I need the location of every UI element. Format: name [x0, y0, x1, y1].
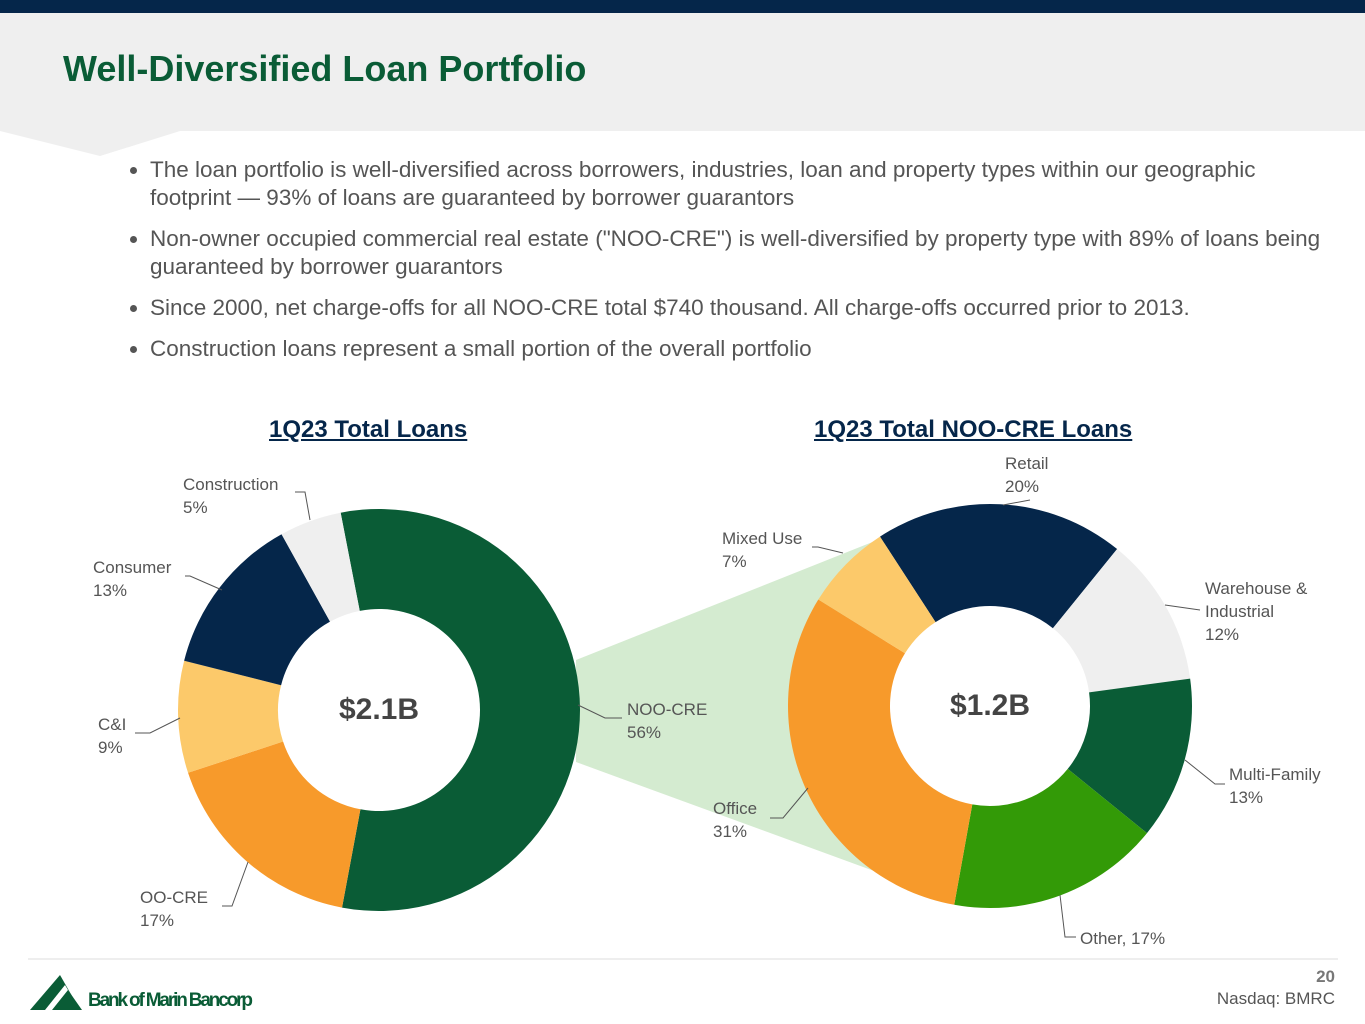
bullet: Since 2000, net charge-offs for all NOO-…: [150, 294, 1340, 322]
top-bar: [0, 0, 1365, 13]
value-label: 13%: [93, 581, 128, 600]
center-label: $1.2B: [949, 689, 1031, 722]
donut-slice: [178, 660, 284, 773]
company-name: Bank of Marin Bancorp: [88, 990, 253, 1011]
chart-title: 1Q23 Total NOO-CRE Loans: [814, 416, 1133, 443]
donut-slice: [281, 512, 360, 622]
center-label: $2.1B: [338, 693, 420, 726]
leader-line: [295, 491, 311, 521]
value-label: 31%: [713, 822, 748, 841]
data-label: Retail 20%: [1005, 452, 1048, 498]
value-label: 56%: [627, 723, 662, 742]
value-label: 13%: [1229, 788, 1264, 807]
leader-line: [812, 546, 844, 554]
category-label: Consumer: [93, 558, 172, 577]
category-label: Office: [713, 799, 758, 818]
leader-line: [185, 575, 223, 591]
data-label: Other, 17%: [1080, 927, 1165, 950]
value-label: 5%: [183, 498, 208, 517]
category-label: Retail: [1005, 454, 1049, 473]
leader-line: [1184, 759, 1225, 785]
data-label: Warehouse & Industrial 12%: [1205, 577, 1335, 646]
header-band: [0, 13, 1365, 131]
category-label: C&I: [98, 715, 127, 734]
bullet: The loan portfolio is well-diversified a…: [150, 156, 1340, 212]
value-label: 9%: [98, 738, 123, 757]
data-label: Office 31%: [713, 797, 757, 843]
data-label: NOO-CRE 56%: [627, 698, 707, 744]
donut-slice: [879, 504, 1118, 629]
bullet: Non-owner occupied commercial real estat…: [150, 225, 1340, 281]
category-label: Other,: [1080, 929, 1127, 948]
slide-title: Well-Diversified Loan Portfolio: [63, 48, 587, 89]
page-number: 20: [1316, 967, 1335, 986]
logo: [30, 975, 82, 1010]
category-label: Mixed Use: [722, 529, 803, 548]
donut-slice: [188, 741, 361, 908]
leader-line: [770, 787, 809, 819]
donut-slice: [340, 509, 581, 912]
bullet: Construction loans represent a small por…: [150, 335, 1340, 363]
data-label: Consumer 13%: [93, 556, 171, 602]
value-label: 12%: [1205, 625, 1240, 644]
leader-line: [1164, 604, 1201, 611]
leader-line: [222, 861, 249, 907]
donut-slice: [184, 534, 331, 686]
donut-slice: [1067, 678, 1192, 834]
ticker: Nasdaq: BMRC: [1217, 989, 1335, 1008]
value-label: 7%: [722, 552, 747, 571]
donut-slice: [1052, 549, 1191, 693]
category-label: Warehouse & Industrial: [1205, 579, 1308, 621]
category-label: Construction: [183, 475, 279, 494]
data-label: C&I 9%: [98, 713, 126, 759]
donut-slice: [954, 768, 1147, 908]
leader-line: [1059, 894, 1076, 938]
data-label: Multi-Family 13%: [1229, 763, 1321, 809]
value-label: 17%: [1131, 929, 1166, 948]
leader-line: [1002, 499, 1031, 506]
value-label: 20%: [1005, 477, 1040, 496]
chart-title: 1Q23 Total Loans: [269, 416, 468, 443]
leader-line: [135, 717, 181, 734]
donut-slice: [787, 599, 973, 905]
header-notch: [0, 131, 180, 156]
leader-line: [577, 704, 622, 719]
value-label: 17%: [140, 911, 175, 930]
category-label: OO-CRE: [140, 888, 208, 907]
category-label: NOO-CRE: [627, 700, 708, 719]
data-label: OO-CRE 17%: [140, 886, 208, 932]
data-label: Mixed Use 7%: [722, 527, 802, 573]
data-label: Construction 5%: [183, 473, 278, 519]
donut-slice: [818, 536, 936, 654]
bullet-list: The loan portfolio is well-diversified a…: [92, 156, 1340, 376]
category-label: Multi-Family: [1229, 765, 1321, 784]
